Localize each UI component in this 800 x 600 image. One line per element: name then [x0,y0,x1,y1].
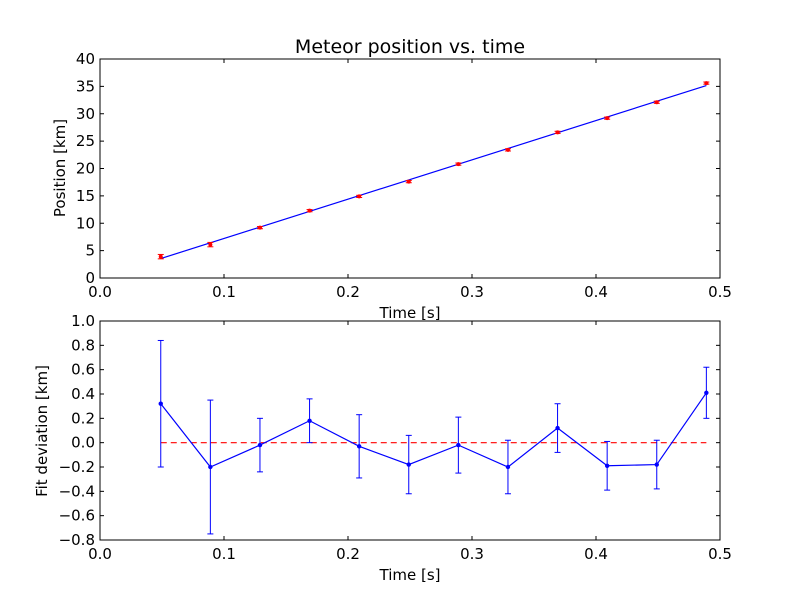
residual-point [257,442,263,448]
y-tick-label: 25 [76,132,95,150]
y-tick-label: 0 [85,269,95,287]
position-plot: Meteor position vs. time Time [s] Positi… [51,36,732,322]
residual-point [555,425,560,431]
y-tick-label: 35 [76,77,95,95]
residual-point [704,390,709,395]
y-tick-label: 0.2 [71,409,95,427]
residual-point [456,442,461,448]
y-tick-label: 0.4 [71,385,95,403]
x-tick-label: 0.1 [212,283,236,301]
residual-line [160,392,707,468]
x-tick-label: 0.3 [460,283,484,301]
y-tick-label: 10 [76,214,95,232]
deviation-plot: Time [s] Fit deviation [km] 0.0 0.1 0.2 0.3… [33,312,732,584]
residual-point [208,464,213,470]
deviation-plot-ylabel: Fit deviation [km] [33,365,51,497]
y-tick-label: 40 [76,50,95,68]
x-tick-label: 0.1 [212,545,236,563]
residual-point [356,444,362,449]
deviation-plot-frame [99,320,721,541]
y-tick-label: −0.4 [59,482,95,500]
x-tick-label: 0.0 [88,283,112,301]
x-tick-label: 0.5 [708,283,732,301]
residual-point [604,463,610,468]
x-tick-label: 0.2 [336,545,360,563]
data-point [208,242,213,247]
residual-point [307,418,312,423]
x-tick-label: 0.3 [460,545,484,563]
y-tick-label: 5 [85,242,95,260]
y-tick-label: 30 [76,105,95,123]
x-tick-label: 0.5 [708,545,732,563]
data-point [555,130,560,135]
y-tick-label: −0.6 [59,507,95,525]
x-tick-label: 0.0 [88,545,112,563]
x-tick-label: 0.2 [336,283,360,301]
data-point [406,179,411,184]
y-tick-label: 0.8 [71,336,95,354]
data-point [257,225,262,230]
y-tick-label: 0.0 [71,434,95,452]
data-point [307,208,312,213]
data-point [704,81,709,86]
position-plot-ylabel: Position [km] [51,119,69,217]
data-point [505,147,510,152]
y-tick-label: 0.6 [71,361,95,379]
residual-point [654,462,659,467]
position-plot-title: Meteor position vs. time [295,36,525,58]
fit-line [160,84,707,260]
data-point [158,254,163,259]
residual-point [505,464,511,470]
residual-point [406,462,411,467]
data-point [456,162,461,167]
position-plot-xlabel: Time [s] [379,304,441,322]
x-tick-label: 0.4 [584,545,608,563]
residual-point [158,401,163,406]
y-tick-label: 20 [76,160,95,178]
data-point [654,100,659,105]
deviation-plot-xlabel: Time [s] [379,566,441,584]
y-tick-label: −0.2 [59,458,95,476]
x-tick-label: 0.4 [584,283,608,301]
y-tick-label: 1.0 [71,312,95,330]
position-plot-frame [99,58,721,279]
data-point [357,194,362,199]
data-point [605,116,610,121]
y-tick-label: −0.8 [59,531,95,549]
y-tick-label: 15 [76,187,95,205]
